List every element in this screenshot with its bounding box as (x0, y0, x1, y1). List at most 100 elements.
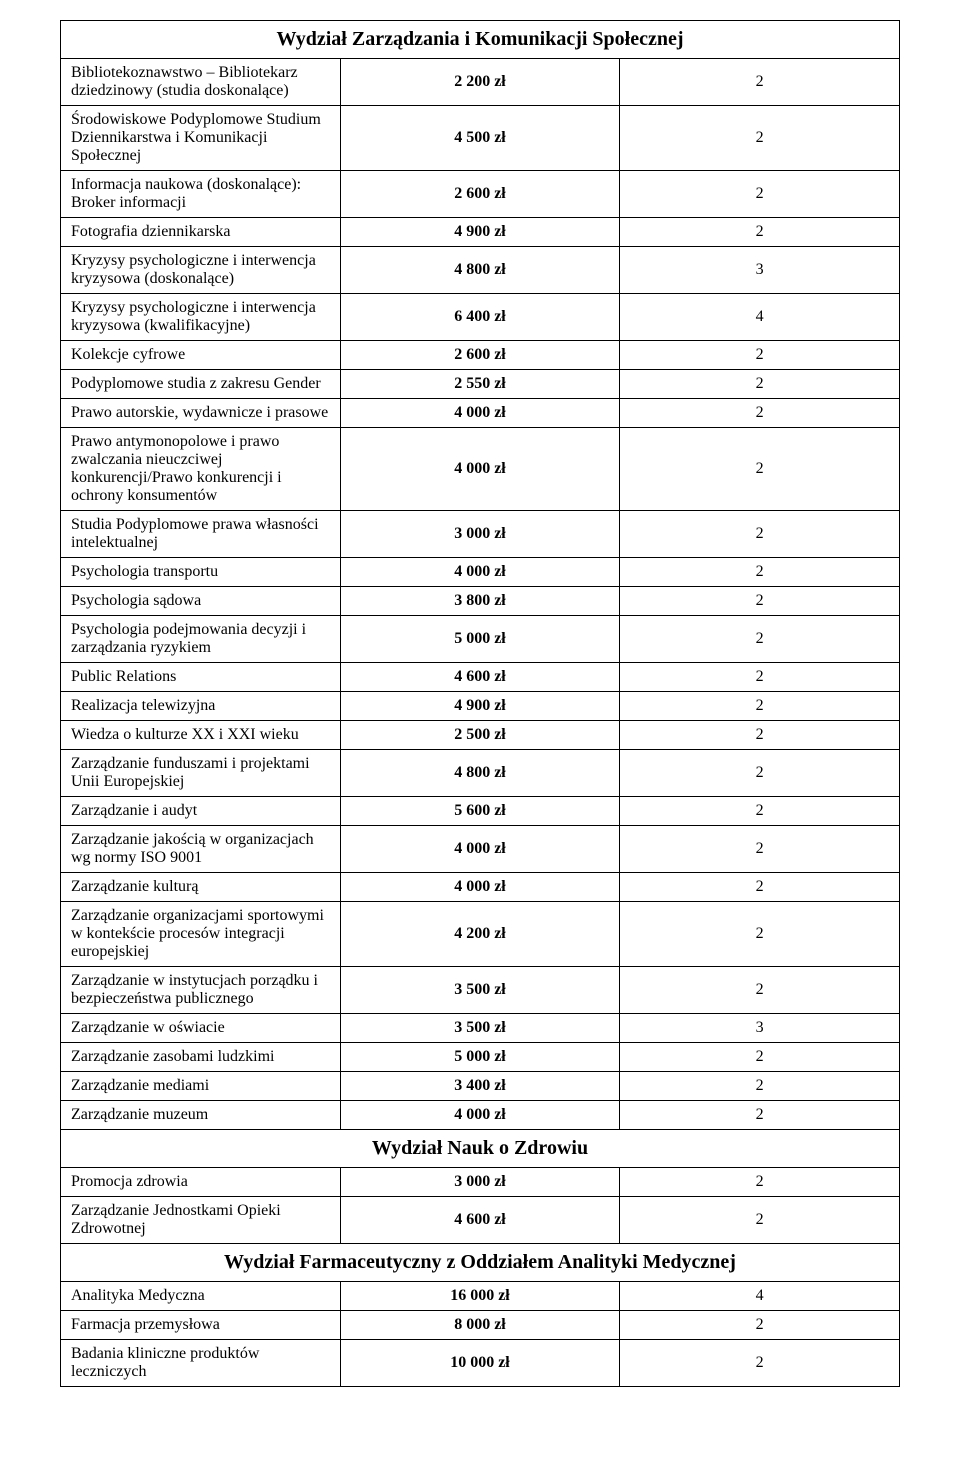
course-semesters: 2 (620, 967, 900, 1014)
course-semesters: 2 (620, 797, 900, 826)
course-name: Zarządzanie Jednostkami Opieki Zdrowotne… (61, 1197, 341, 1244)
course-name: Środowiskowe Podyplomowe Studium Dzienni… (61, 106, 341, 171)
course-price: 4 900 zł (340, 692, 620, 721)
course-name: Bibliotekoznawstwo – Bibliotekarz dziedz… (61, 59, 341, 106)
course-semesters: 2 (620, 59, 900, 106)
table-row: Fotografia dziennikarska4 900 zł2 (61, 218, 900, 247)
course-name: Kolekcje cyfrowe (61, 341, 341, 370)
course-semesters: 2 (620, 370, 900, 399)
table-row: Analityka Medyczna16 000 zł4 (61, 1282, 900, 1311)
table-row: Prawo antymonopolowe i prawo zwalczania … (61, 428, 900, 511)
course-name: Badania kliniczne produktów leczniczych (61, 1340, 341, 1387)
course-name: Psychologia transportu (61, 558, 341, 587)
table-row: Studia Podyplomowe prawa własności intel… (61, 511, 900, 558)
course-name: Public Relations (61, 663, 341, 692)
course-name: Studia Podyplomowe prawa własności intel… (61, 511, 341, 558)
course-price: 4 800 zł (340, 750, 620, 797)
course-price: 3 800 zł (340, 587, 620, 616)
table-row: Wiedza o kulturze XX i XXI wieku2 500 zł… (61, 721, 900, 750)
course-semesters: 2 (620, 692, 900, 721)
table-row: Zarządzanie kulturą4 000 zł2 (61, 873, 900, 902)
table-row: Wydział Farmaceutyczny z Oddziałem Anali… (61, 1244, 900, 1282)
table-row: Kolekcje cyfrowe2 600 zł2 (61, 341, 900, 370)
course-price: 4 000 zł (340, 826, 620, 873)
course-semesters: 2 (620, 1197, 900, 1244)
course-semesters: 2 (620, 1101, 900, 1130)
course-price: 2 500 zł (340, 721, 620, 750)
course-price: 4 000 zł (340, 558, 620, 587)
table-row: Zarządzanie muzeum4 000 zł2 (61, 1101, 900, 1130)
table-row: Psychologia sądowa3 800 zł2 (61, 587, 900, 616)
table-row: Psychologia podejmowania decyzji i zarzą… (61, 616, 900, 663)
course-semesters: 2 (620, 511, 900, 558)
course-name: Zarządzanie w oświacie (61, 1014, 341, 1043)
course-price: 16 000 zł (340, 1282, 620, 1311)
table-row: Kryzysy psychologiczne i interwencja kry… (61, 294, 900, 341)
course-price: 3 400 zł (340, 1072, 620, 1101)
course-name: Fotografia dziennikarska (61, 218, 341, 247)
table-row: Zarządzanie Jednostkami Opieki Zdrowotne… (61, 1197, 900, 1244)
course-semesters: 2 (620, 750, 900, 797)
course-price: 3 000 zł (340, 1168, 620, 1197)
course-semesters: 2 (620, 428, 900, 511)
course-name: Realizacja telewizyjna (61, 692, 341, 721)
course-name: Zarządzanie organizacjami sportowymi w k… (61, 902, 341, 967)
course-semesters: 4 (620, 1282, 900, 1311)
course-name: Prawo antymonopolowe i prawo zwalczania … (61, 428, 341, 511)
course-price: 3 000 zł (340, 511, 620, 558)
course-semesters: 2 (620, 721, 900, 750)
course-price: 4 000 zł (340, 428, 620, 511)
course-semesters: 2 (620, 558, 900, 587)
courses-table: Wydział Zarządzania i Komunikacji Społec… (60, 20, 900, 1387)
course-semesters: 3 (620, 247, 900, 294)
course-semesters: 2 (620, 341, 900, 370)
table-row: Zarządzanie jakością w organizacjach wg … (61, 826, 900, 873)
course-name: Zarządzanie mediami (61, 1072, 341, 1101)
course-price: 4 500 zł (340, 106, 620, 171)
section-header: Wydział Farmaceutyczny z Oddziałem Anali… (61, 1244, 900, 1282)
course-name: Farmacja przemysłowa (61, 1311, 341, 1340)
course-price: 8 000 zł (340, 1311, 620, 1340)
course-name: Psychologia sądowa (61, 587, 341, 616)
course-semesters: 2 (620, 1311, 900, 1340)
table-row: Środowiskowe Podyplomowe Studium Dzienni… (61, 106, 900, 171)
course-price: 4 200 zł (340, 902, 620, 967)
course-price: 4 800 zł (340, 247, 620, 294)
course-price: 4 000 zł (340, 1101, 620, 1130)
course-name: Zarządzanie kulturą (61, 873, 341, 902)
course-name: Informacja naukowa (doskonalące): Broker… (61, 171, 341, 218)
table-row: Farmacja przemysłowa8 000 zł2 (61, 1311, 900, 1340)
course-price: 6 400 zł (340, 294, 620, 341)
course-price: 5 000 zł (340, 1043, 620, 1072)
course-semesters: 2 (620, 663, 900, 692)
course-name: Zarządzanie jakością w organizacjach wg … (61, 826, 341, 873)
course-name: Kryzysy psychologiczne i interwencja kry… (61, 294, 341, 341)
course-name: Analityka Medyczna (61, 1282, 341, 1311)
course-price: 3 500 zł (340, 1014, 620, 1043)
table-row: Realizacja telewizyjna4 900 zł2 (61, 692, 900, 721)
table-row: Wydział Nauk o Zdrowiu (61, 1130, 900, 1168)
course-semesters: 2 (620, 1340, 900, 1387)
table-row: Zarządzanie w oświacie3 500 zł3 (61, 1014, 900, 1043)
course-semesters: 2 (620, 399, 900, 428)
course-name: Podyplomowe studia z zakresu Gender (61, 370, 341, 399)
course-name: Zarządzanie funduszami i projektami Unii… (61, 750, 341, 797)
course-price: 2 550 zł (340, 370, 620, 399)
table-row: Zarządzanie funduszami i projektami Unii… (61, 750, 900, 797)
course-semesters: 2 (620, 1168, 900, 1197)
course-name: Zarządzanie muzeum (61, 1101, 341, 1130)
course-semesters: 2 (620, 218, 900, 247)
course-price: 3 500 zł (340, 967, 620, 1014)
course-name: Prawo autorskie, wydawnicze i prasowe (61, 399, 341, 428)
table-row: Zarządzanie organizacjami sportowymi w k… (61, 902, 900, 967)
course-name: Psychologia podejmowania decyzji i zarzą… (61, 616, 341, 663)
table-row: Wydział Zarządzania i Komunikacji Społec… (61, 21, 900, 59)
course-price: 4 600 zł (340, 663, 620, 692)
course-semesters: 2 (620, 587, 900, 616)
table-row: Kryzysy psychologiczne i interwencja kry… (61, 247, 900, 294)
course-price: 4 600 zł (340, 1197, 620, 1244)
table-row: Zarządzanie mediami3 400 zł2 (61, 1072, 900, 1101)
course-semesters: 2 (620, 106, 900, 171)
course-price: 10 000 zł (340, 1340, 620, 1387)
course-name: Zarządzanie w instytucjach porządku i be… (61, 967, 341, 1014)
